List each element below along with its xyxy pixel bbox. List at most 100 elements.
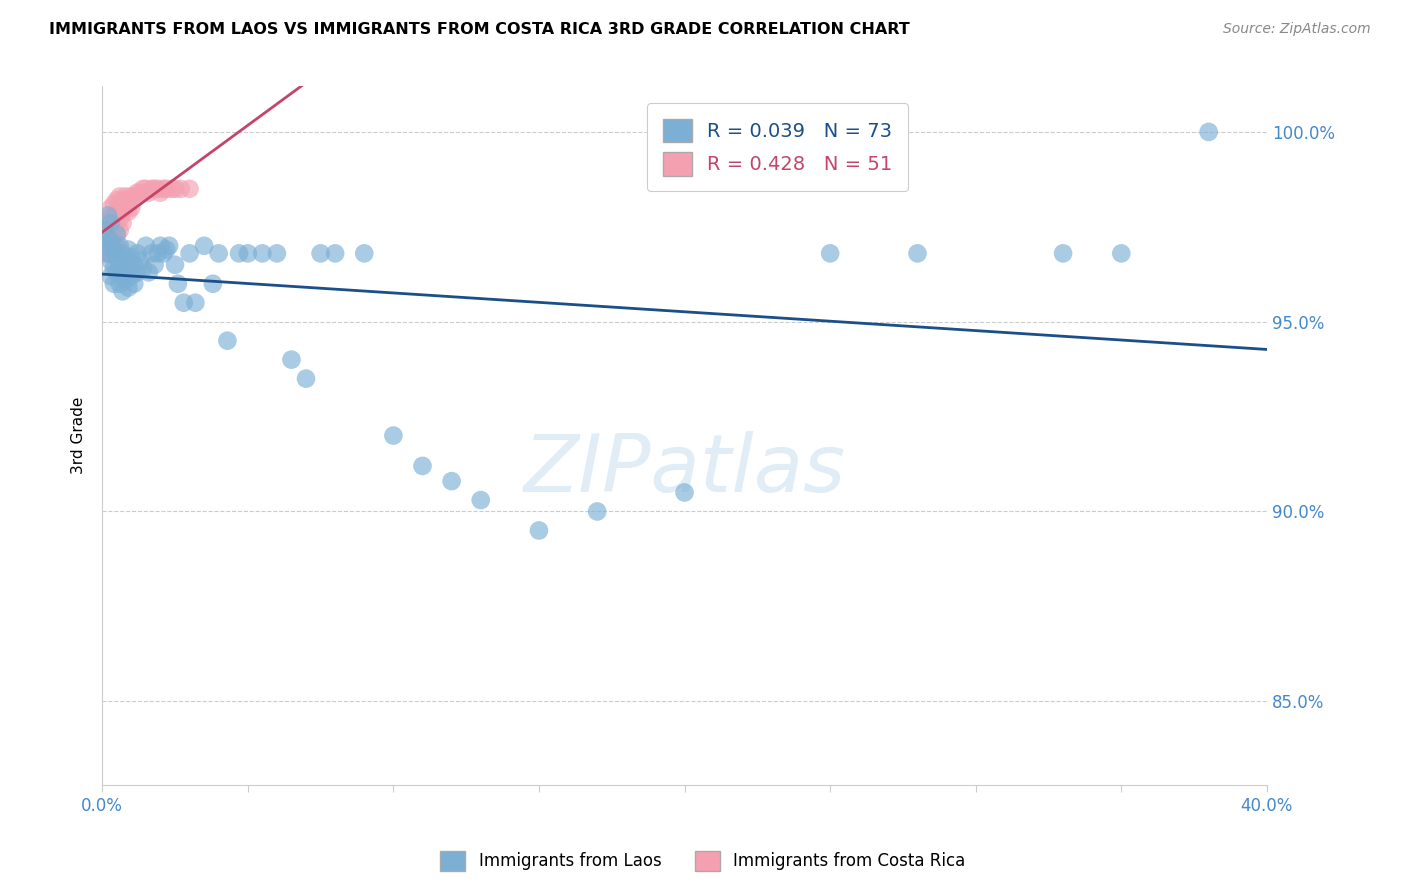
Point [108,239,131,253]
Point [295,371,318,385]
Point [94,224,117,238]
Point [97,246,120,260]
Text: Source: ZipAtlas.com: Source: ZipAtlas.com [1223,22,1371,37]
Point [97,208,120,222]
Point [143,258,166,272]
Point [105,250,128,264]
Point [108,224,131,238]
Point [97,231,120,245]
Point [111,285,134,299]
Point [152,246,174,260]
Point [818,246,841,260]
Point [135,239,157,253]
Y-axis label: 3rd Grade: 3rd Grade [72,397,86,475]
Point [160,182,183,196]
Point [100,235,122,249]
Point [103,208,125,222]
Point [105,193,128,207]
Point [117,193,139,207]
Point [155,243,177,257]
Text: IMMIGRANTS FROM LAOS VS IMMIGRANTS FROM COSTA RICA 3RD GRADE CORRELATION CHART: IMMIGRANTS FROM LAOS VS IMMIGRANTS FROM … [49,22,910,37]
Point [117,243,139,257]
Point [100,201,122,215]
Point [120,250,142,264]
Point [146,182,169,196]
Point [440,474,463,488]
Legend: R = 0.039   N = 73, R = 0.428   N = 51: R = 0.039 N = 73, R = 0.428 N = 51 [647,103,908,192]
Point [117,261,139,276]
Point [586,504,609,518]
Point [163,182,186,196]
Point [149,186,172,200]
Point [470,493,492,508]
Point [103,197,125,211]
Point [105,239,128,253]
Point [114,201,136,215]
Point [135,182,157,196]
Point [105,265,128,279]
Point [103,219,125,234]
Point [323,246,346,260]
Point [108,277,131,291]
Point [103,243,125,257]
Point [163,258,186,272]
Point [120,189,142,203]
Point [184,295,207,310]
Point [97,212,120,227]
Point [527,524,550,538]
Point [217,334,239,348]
Point [193,239,215,253]
Point [100,246,122,260]
Point [132,261,155,276]
Point [141,246,163,260]
Point [143,182,166,196]
Point [155,182,177,196]
Point [127,186,149,200]
Point [117,280,139,294]
Point [907,246,929,260]
Point [382,428,405,442]
Point [111,265,134,279]
Point [100,269,122,284]
Point [100,216,122,230]
Point [173,295,195,310]
Point [120,269,142,284]
Point [266,246,288,260]
Point [100,224,122,238]
Point [114,189,136,203]
Point [94,224,117,238]
Point [105,227,128,242]
Point [157,239,180,253]
Point [353,246,375,260]
Text: ZIPatlas: ZIPatlas [523,432,845,509]
Legend: Immigrants from Laos, Immigrants from Costa Rica: Immigrants from Laos, Immigrants from Co… [432,842,974,880]
Point [105,204,128,219]
Point [105,227,128,242]
Point [103,277,125,291]
Point [97,246,120,260]
Point [103,261,125,276]
Point [127,246,149,260]
Point [120,201,142,215]
Point [208,246,231,260]
Point [111,193,134,207]
Point [127,265,149,279]
Point [280,352,302,367]
Point [252,246,274,260]
Point [228,246,250,260]
Point [103,231,125,245]
Point [201,277,224,291]
Point [309,246,332,260]
Point [100,212,122,227]
Point [236,246,259,260]
Point [97,235,120,249]
Point [100,254,122,268]
Point [170,182,193,196]
Point [114,273,136,287]
Point [97,224,120,238]
Point [100,235,122,249]
Point [108,189,131,203]
Point [179,182,201,196]
Point [122,277,145,291]
Point [105,216,128,230]
